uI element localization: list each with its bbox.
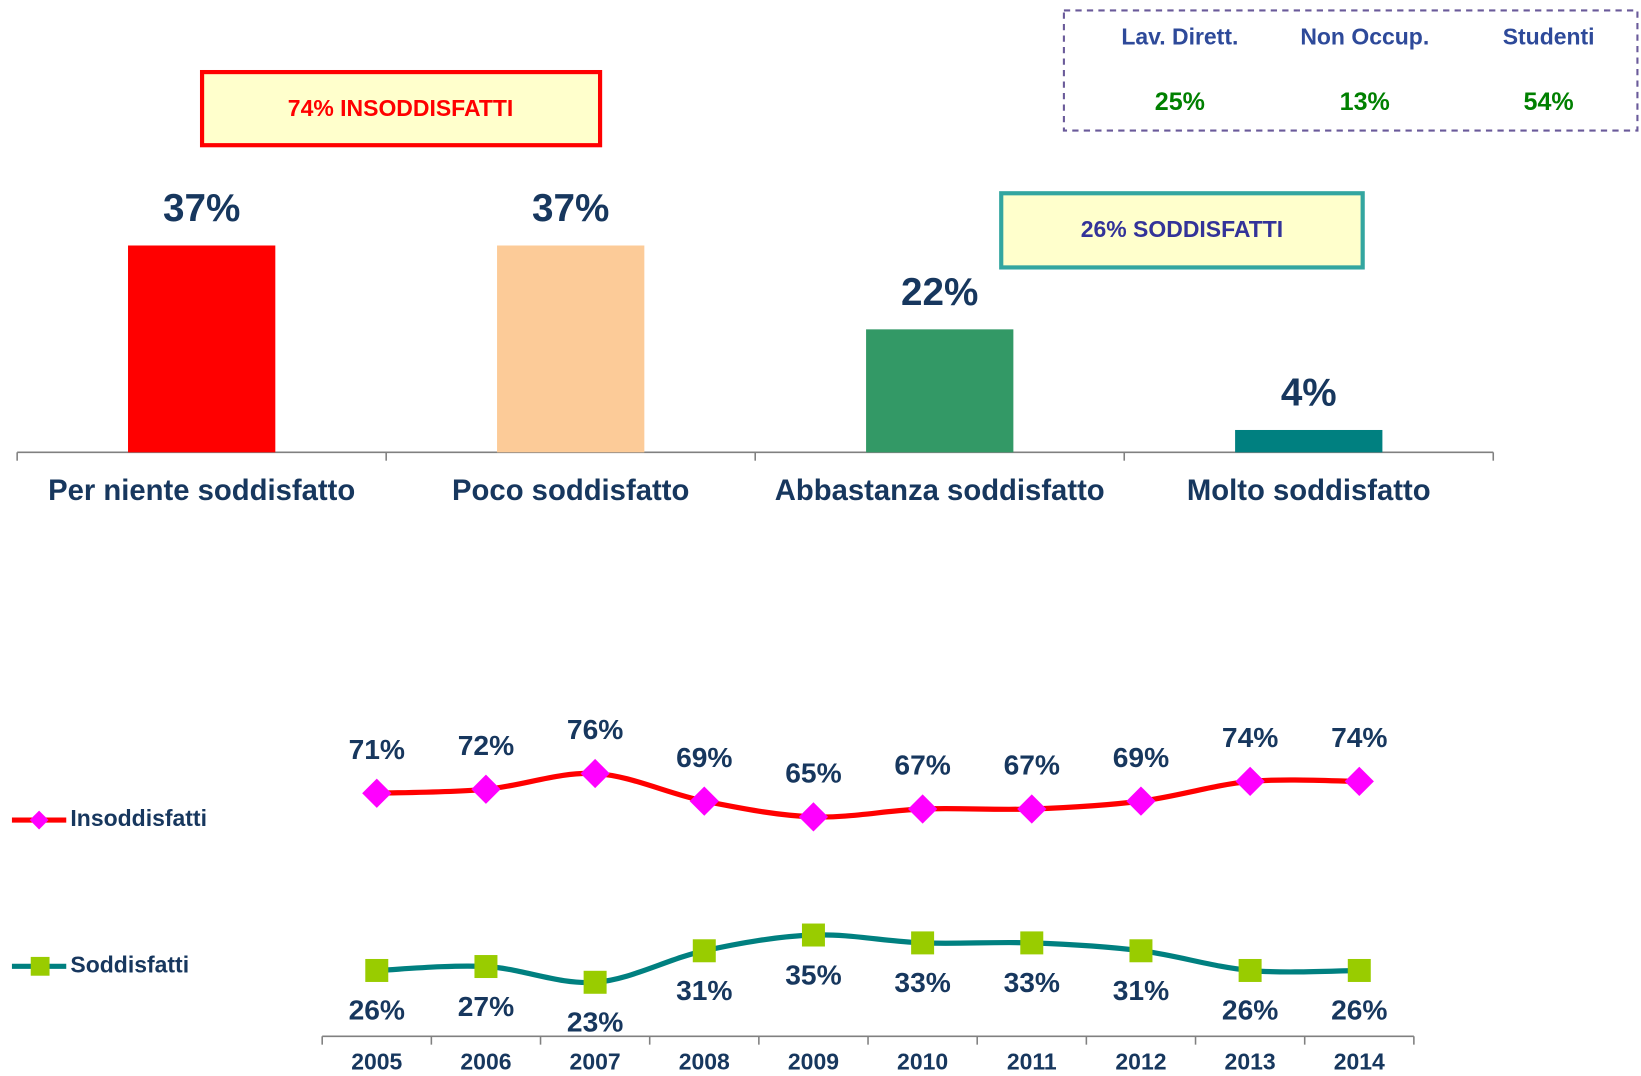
table-cell: 25% xyxy=(1155,88,1205,116)
data-label: 22% xyxy=(901,271,978,314)
legend-marker xyxy=(29,810,49,830)
annotation: 74% INSODDISFATTI xyxy=(288,95,513,121)
annotation-box xyxy=(999,191,1365,270)
marker xyxy=(365,958,389,982)
marker xyxy=(798,802,829,832)
data-label: 74% xyxy=(1222,721,1278,753)
data-label: 26% xyxy=(349,994,405,1026)
x-tick-label: Molto soddisfatto xyxy=(1187,475,1431,507)
marker xyxy=(911,931,935,955)
legend-label: Insoddisfatti xyxy=(70,805,207,831)
x-tick-label: Per niente soddisfatto xyxy=(48,475,355,507)
x-tick-label: Abbastanza soddisfatto xyxy=(775,475,1105,507)
marker xyxy=(471,774,501,804)
x-tick-label: 2005 xyxy=(351,1049,402,1075)
series-line xyxy=(376,770,1360,820)
table-header: Non Occup. xyxy=(1300,24,1429,50)
table-header: Studenti xyxy=(1503,24,1595,50)
x-tick-label: 2010 xyxy=(897,1049,948,1075)
marker xyxy=(1020,931,1044,955)
legend-marker xyxy=(30,956,50,976)
marker xyxy=(801,923,825,947)
x-tick-label: 2011 xyxy=(1007,1049,1057,1075)
bar xyxy=(128,245,276,453)
data-label: 76% xyxy=(567,713,623,745)
marker xyxy=(1344,766,1374,797)
data-label: 71% xyxy=(349,733,405,765)
data-label: 23% xyxy=(567,1006,623,1038)
data-label: 35% xyxy=(785,958,841,990)
data-label: 74% xyxy=(1331,721,1387,753)
data-label: 31% xyxy=(676,974,732,1006)
table-box xyxy=(1062,9,1639,132)
table-cell: 13% xyxy=(1340,88,1390,116)
bar xyxy=(1235,429,1383,453)
data-label: 37% xyxy=(163,187,240,230)
marker xyxy=(689,786,719,816)
data-label: 31% xyxy=(1113,974,1169,1006)
marker xyxy=(474,955,498,979)
data-label: 27% xyxy=(458,990,514,1022)
series-line xyxy=(376,932,1360,986)
annotation: 26% SODDISFATTI xyxy=(1081,216,1284,242)
marker xyxy=(580,758,610,789)
marker xyxy=(907,794,938,824)
marker xyxy=(362,778,392,808)
bar xyxy=(866,329,1014,453)
marker xyxy=(583,970,607,994)
x-tick-label: Poco soddisfatto xyxy=(452,475,689,507)
marker xyxy=(1235,766,1265,797)
data-label: 72% xyxy=(458,729,514,761)
legend-label: Soddisfatti xyxy=(70,951,189,977)
marker xyxy=(1126,786,1156,816)
x-tick-label: 2007 xyxy=(570,1049,621,1075)
data-label: 33% xyxy=(1004,966,1060,998)
annotation-box xyxy=(199,69,603,148)
data-label: 26% xyxy=(1331,994,1387,1026)
data-label: 33% xyxy=(894,966,950,998)
marker xyxy=(692,939,716,963)
marker xyxy=(1017,794,1047,824)
x-tick-label: 2006 xyxy=(460,1049,511,1075)
data-label: 69% xyxy=(676,741,732,773)
data-label: 26% xyxy=(1222,994,1278,1026)
marker xyxy=(1129,939,1153,963)
marker xyxy=(1238,958,1262,982)
table-cell: 54% xyxy=(1524,88,1574,116)
x-tick-label: 2009 xyxy=(788,1049,839,1075)
bar xyxy=(497,245,645,453)
data-label: 69% xyxy=(1113,741,1169,773)
marker xyxy=(1347,958,1371,982)
x-tick-label: 2014 xyxy=(1334,1049,1385,1075)
x-tick-label: 2008 xyxy=(679,1049,730,1075)
data-label: 37% xyxy=(532,187,609,230)
data-label: 65% xyxy=(785,757,841,789)
data-label: 4% xyxy=(1281,372,1337,415)
x-tick-label: 2013 xyxy=(1225,1049,1276,1075)
table-header: Lav. Dirett. xyxy=(1121,24,1238,50)
data-label: 67% xyxy=(894,749,950,781)
x-tick-label: 2012 xyxy=(1115,1049,1166,1075)
data-label: 67% xyxy=(1004,749,1060,781)
